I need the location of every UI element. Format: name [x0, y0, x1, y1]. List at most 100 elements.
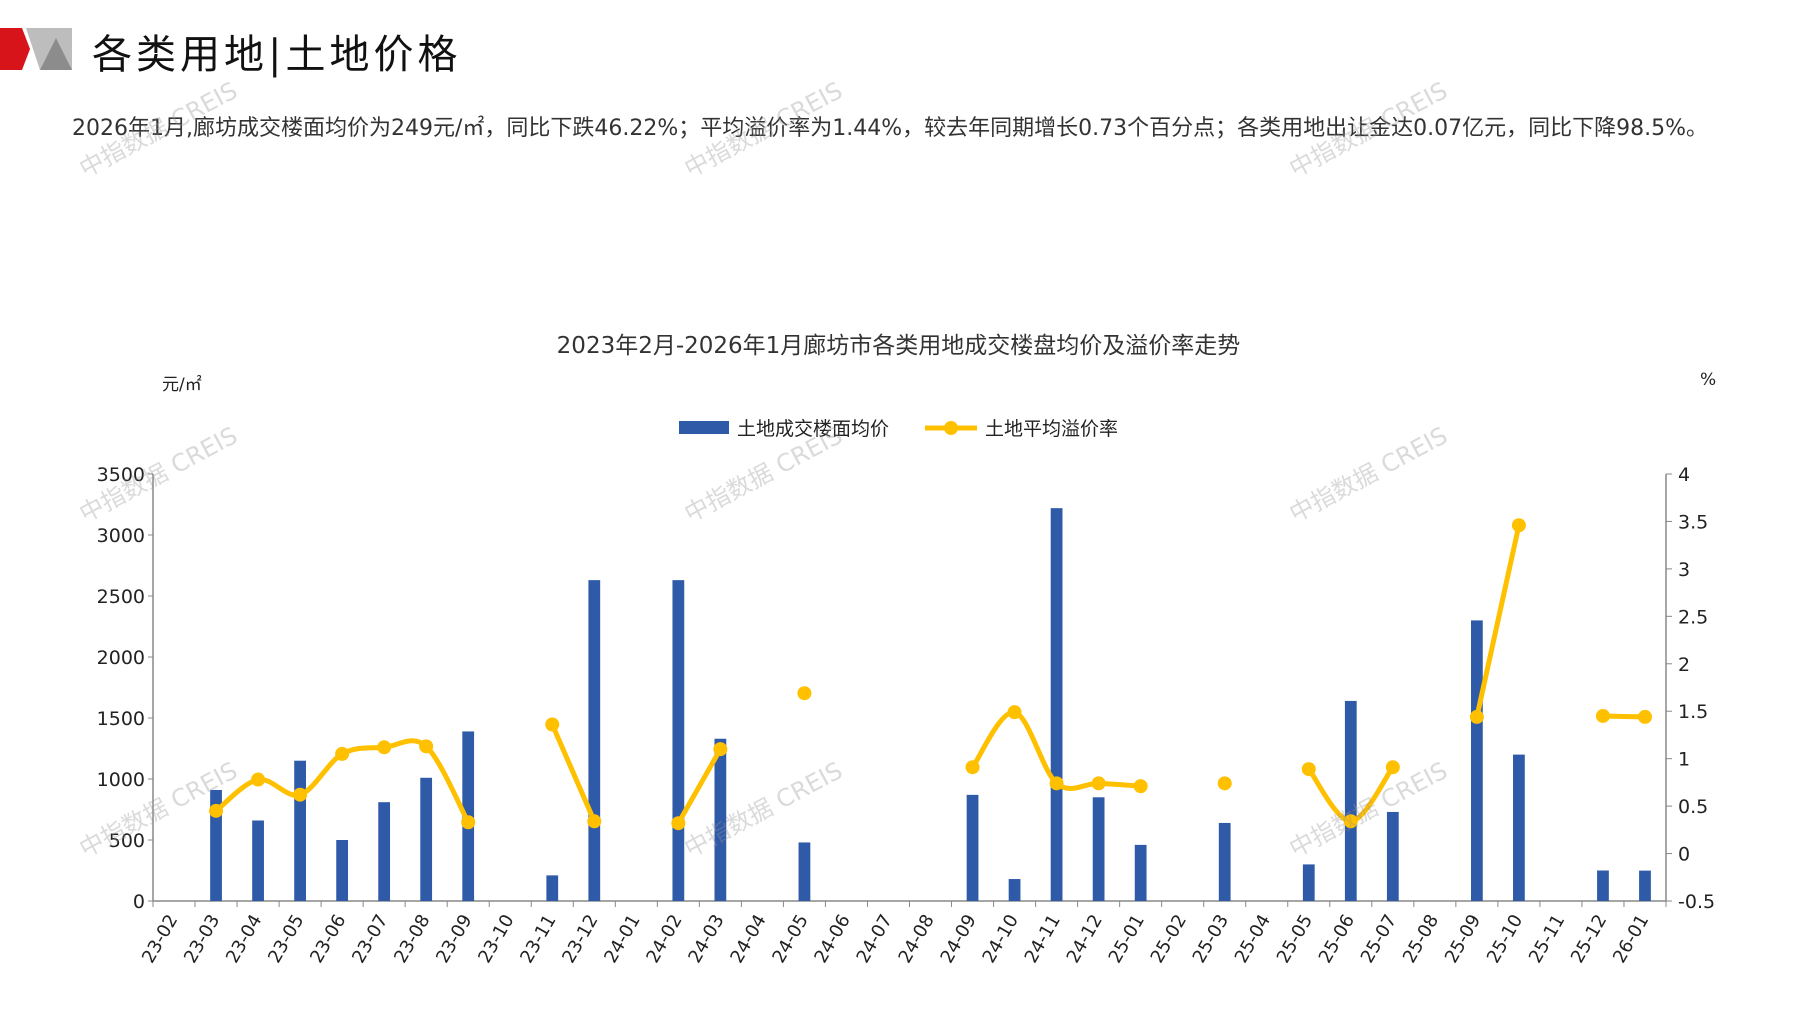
rate-point-25-07: [1385, 760, 1400, 775]
rate-point-23-11: [545, 717, 560, 732]
right-tick-label: 3: [1678, 559, 1690, 581]
bar-23-06: [336, 840, 349, 901]
x-tick-label: 23-09: [432, 911, 476, 967]
right-axis-unit: %: [1700, 370, 1717, 390]
rate-point-26-01: [1637, 709, 1652, 724]
bar-23-08: [420, 777, 433, 901]
x-tick-label: 23-07: [348, 911, 392, 967]
x-tick-label: 25-07: [1357, 911, 1401, 967]
legend: 土地成交楼面均价 土地平均溢价率: [0, 414, 1797, 441]
rate-point-23-09: [461, 815, 476, 830]
rate-point-23-04: [251, 772, 266, 787]
x-tick-label: 23-08: [390, 911, 434, 967]
x-tick-label: 25-10: [1483, 911, 1527, 967]
bar-26-01: [1639, 870, 1651, 901]
right-tick-label: -0.5: [1678, 891, 1715, 913]
x-tick-label: 23-03: [180, 911, 224, 967]
right-tick-label: 2: [1678, 654, 1690, 676]
x-tick-label: 23-02: [138, 911, 182, 967]
bar-25-05: [1302, 864, 1315, 901]
x-tick-label: 24-04: [726, 911, 770, 967]
rate-point-25-01: [1133, 779, 1148, 794]
rate-point-24-02: [671, 816, 686, 831]
x-tick-label: 24-01: [600, 911, 644, 967]
bar-23-04: [252, 820, 264, 901]
x-tick-label: 25-04: [1231, 911, 1275, 967]
rate-point-24-05: [797, 686, 812, 701]
x-tick-label: 25-05: [1273, 911, 1317, 967]
bar-24-10: [1008, 879, 1021, 901]
rate-point-25-03: [1217, 776, 1232, 791]
bar-23-07: [378, 802, 391, 901]
bar-24-05: [798, 842, 811, 901]
bar-23-11: [546, 875, 559, 901]
right-tick-label: 1: [1678, 749, 1690, 771]
rate-point-23-07: [377, 740, 392, 755]
page-title: 各类用地|土地价格: [92, 32, 462, 78]
bar-25-03: [1218, 822, 1231, 901]
rate-point-23-12: [587, 814, 602, 829]
x-tick-label: 23-10: [474, 911, 518, 967]
x-tick-label: 25-02: [1147, 911, 1191, 967]
legend-item-line: 土地平均溢价率: [925, 414, 1118, 441]
x-tick-label: 24-06: [810, 911, 854, 967]
bar-25-09: [1470, 620, 1483, 901]
left-tick-label: 500: [109, 830, 145, 852]
bar-24-02: [672, 580, 685, 901]
rate-point-23-05: [293, 787, 308, 802]
right-tick-label: 0: [1678, 844, 1690, 866]
rate-point-23-08: [419, 739, 434, 754]
left-axis-unit: 元/㎡: [162, 375, 202, 395]
rate-point-24-11: [1049, 776, 1064, 791]
x-tick-label: 24-11: [1021, 911, 1065, 967]
right-tick-label: 1.5: [1678, 701, 1708, 723]
rate-point-25-10: [1511, 518, 1526, 533]
right-tick-label: 3.5: [1678, 511, 1708, 533]
left-tick-label: 3000: [97, 525, 145, 547]
x-tick-label: 25-03: [1189, 911, 1233, 967]
bar-23-03: [210, 789, 222, 901]
bar-25-07: [1386, 811, 1399, 901]
bar-25-06: [1344, 700, 1357, 901]
bar-23-05: [294, 760, 306, 901]
x-tick-label: 26-01: [1609, 911, 1653, 967]
x-tick-label: 24-07: [852, 911, 896, 967]
x-tick-label: 23-12: [558, 911, 602, 967]
rate-point-24-09: [965, 760, 980, 775]
x-tick-label: 25-11: [1525, 911, 1569, 967]
bar-24-12: [1092, 797, 1105, 901]
x-tick-label: 24-12: [1063, 911, 1107, 967]
x-tick-label: 23-11: [516, 911, 560, 967]
rate-line-segment: [1474, 524, 1522, 718]
right-tick-label: 2.5: [1678, 606, 1708, 628]
rate-point-24-12: [1091, 776, 1106, 791]
left-tick-label: 1000: [97, 769, 145, 791]
legend-bar-swatch: [678, 421, 729, 434]
bar-25-01: [1134, 844, 1147, 901]
bar-25-12: [1597, 870, 1609, 901]
legend-line-label: 土地平均溢价率: [985, 418, 1119, 440]
x-tick-label: 25-12: [1567, 911, 1611, 967]
x-tick-label: 24-02: [642, 911, 686, 967]
x-tick-label: 23-06: [306, 911, 350, 967]
rate-point-23-06: [335, 746, 350, 761]
rate-line-segment: [549, 723, 597, 823]
legend-item-bar: 土地成交楼面均价: [678, 414, 889, 441]
brand-logo: [0, 28, 72, 70]
x-tick-label: 23-04: [222, 911, 266, 967]
left-tick-label: 2500: [97, 586, 145, 608]
rate-point-25-12: [1595, 708, 1610, 723]
rate-point-24-03: [713, 742, 728, 757]
summary-text: 2026年1月,廊坊成交楼面均价为249元/㎡，同比下跌46.22%；平均溢价率…: [72, 116, 1709, 141]
x-tick-label: 25-09: [1441, 911, 1485, 967]
rate-point-24-10: [1007, 705, 1022, 720]
rate-point-23-03: [209, 803, 224, 818]
rate-point-25-05: [1301, 762, 1316, 777]
x-tick-label: 24-09: [937, 911, 981, 967]
x-tick-label: 24-10: [979, 911, 1023, 967]
left-tick-label: 1500: [97, 708, 145, 730]
right-tick-label: 0.5: [1678, 796, 1708, 818]
bar-23-12: [588, 580, 601, 901]
rate-point-25-06: [1343, 814, 1358, 829]
